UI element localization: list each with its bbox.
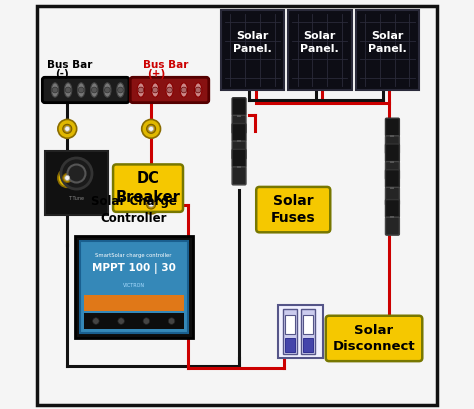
- Circle shape: [104, 87, 110, 93]
- FancyBboxPatch shape: [385, 144, 400, 162]
- Ellipse shape: [166, 83, 173, 97]
- Circle shape: [138, 87, 144, 93]
- Circle shape: [152, 87, 158, 93]
- Ellipse shape: [194, 83, 202, 97]
- Circle shape: [167, 87, 173, 93]
- Circle shape: [143, 318, 150, 324]
- Circle shape: [65, 87, 71, 93]
- Circle shape: [65, 126, 70, 131]
- Bar: [391, 187, 394, 189]
- Text: Solar Charge
Controller: Solar Charge Controller: [91, 196, 176, 225]
- Bar: [278, 305, 323, 358]
- Bar: [45, 151, 108, 215]
- Circle shape: [65, 175, 70, 180]
- Circle shape: [118, 318, 124, 324]
- Text: MPPT 100 | 30: MPPT 100 | 30: [92, 263, 176, 274]
- Bar: [74, 236, 193, 338]
- FancyBboxPatch shape: [385, 217, 400, 235]
- Text: Solar
Panel.: Solar Panel.: [368, 31, 407, 54]
- Circle shape: [52, 87, 58, 93]
- Bar: [237, 166, 241, 168]
- Bar: [83, 313, 184, 329]
- Circle shape: [146, 124, 155, 133]
- Bar: [303, 339, 313, 352]
- Circle shape: [92, 318, 99, 324]
- Ellipse shape: [152, 83, 159, 97]
- Text: Solar
Panel.: Solar Panel.: [233, 31, 272, 54]
- Bar: [83, 295, 184, 311]
- Circle shape: [61, 158, 92, 189]
- Ellipse shape: [51, 83, 59, 97]
- Ellipse shape: [91, 83, 98, 97]
- Text: Solar
Fuses: Solar Fuses: [271, 194, 316, 225]
- FancyBboxPatch shape: [232, 141, 246, 159]
- Bar: [80, 241, 188, 333]
- Bar: [391, 161, 394, 163]
- Circle shape: [67, 164, 85, 182]
- Bar: [303, 315, 313, 334]
- Text: T Tune: T Tune: [68, 196, 84, 201]
- FancyBboxPatch shape: [385, 170, 400, 188]
- Bar: [285, 315, 295, 334]
- Circle shape: [146, 200, 155, 209]
- FancyBboxPatch shape: [130, 77, 209, 103]
- Text: VICTRON: VICTRON: [123, 283, 145, 288]
- Circle shape: [78, 87, 84, 93]
- Bar: [285, 339, 295, 352]
- Text: Bus Bar: Bus Bar: [47, 61, 92, 70]
- Circle shape: [142, 119, 161, 138]
- FancyBboxPatch shape: [385, 187, 400, 205]
- FancyBboxPatch shape: [42, 77, 129, 103]
- FancyBboxPatch shape: [113, 164, 183, 212]
- Circle shape: [195, 87, 201, 93]
- Ellipse shape: [77, 83, 85, 97]
- Circle shape: [149, 202, 154, 207]
- Text: Solar
Panel.: Solar Panel.: [301, 31, 339, 54]
- Circle shape: [58, 169, 77, 187]
- Circle shape: [118, 87, 123, 93]
- FancyBboxPatch shape: [326, 316, 422, 361]
- Circle shape: [63, 173, 72, 182]
- FancyBboxPatch shape: [232, 124, 246, 142]
- FancyBboxPatch shape: [385, 118, 400, 136]
- Text: Solar
Disconnect: Solar Disconnect: [333, 324, 415, 353]
- Circle shape: [149, 126, 154, 131]
- Text: Bus Bar: Bus Bar: [143, 61, 188, 70]
- Circle shape: [63, 124, 72, 133]
- Text: SmartSolar charge controller: SmartSolar charge controller: [95, 253, 172, 258]
- FancyBboxPatch shape: [232, 149, 246, 167]
- FancyBboxPatch shape: [256, 187, 330, 232]
- FancyBboxPatch shape: [232, 167, 246, 185]
- Bar: [301, 309, 315, 354]
- Circle shape: [142, 195, 161, 214]
- Bar: [283, 309, 297, 354]
- Ellipse shape: [137, 83, 145, 97]
- FancyBboxPatch shape: [232, 115, 246, 133]
- FancyBboxPatch shape: [232, 98, 246, 116]
- Bar: [356, 10, 419, 90]
- Ellipse shape: [180, 83, 188, 97]
- FancyBboxPatch shape: [385, 162, 400, 180]
- Bar: [391, 216, 394, 218]
- Text: DC
Breaker: DC Breaker: [116, 171, 181, 205]
- Circle shape: [168, 318, 175, 324]
- FancyBboxPatch shape: [385, 200, 400, 218]
- Text: (-): (-): [55, 69, 69, 79]
- Ellipse shape: [117, 83, 124, 97]
- Circle shape: [91, 87, 97, 93]
- Text: (+): (+): [147, 69, 165, 79]
- Circle shape: [181, 87, 187, 93]
- Bar: [288, 10, 352, 90]
- Ellipse shape: [104, 83, 111, 97]
- FancyBboxPatch shape: [385, 136, 400, 154]
- Bar: [391, 135, 394, 137]
- Bar: [220, 10, 284, 90]
- Ellipse shape: [64, 83, 72, 97]
- Circle shape: [58, 119, 77, 138]
- Bar: [237, 140, 241, 142]
- Bar: [237, 115, 241, 117]
